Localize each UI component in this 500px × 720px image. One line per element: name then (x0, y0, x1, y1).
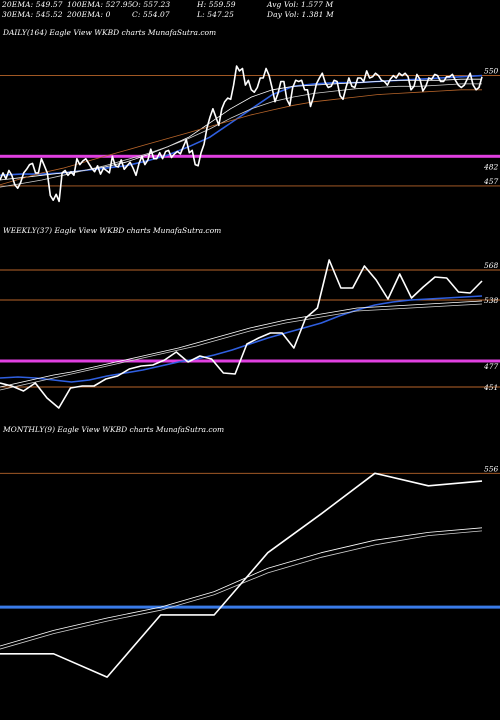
daily-level-label-1: 482 (483, 162, 499, 171)
monthly-price-line (0, 472, 483, 678)
weekly-ema-line (0, 295, 483, 383)
daily-ma-fast-line (0, 78, 482, 181)
daily-level-band-1 (0, 154, 500, 158)
weekly-level-band-2 (0, 359, 500, 363)
header-100ema: 100EMA: 527.95 (67, 0, 133, 9)
header-low: L: 547.25 (197, 10, 235, 19)
weekly-ma-fast-line (0, 300, 483, 388)
header-200ema: 200EMA: 0 (67, 10, 111, 19)
monthly-ma-slow-line (0, 530, 483, 650)
weekly-price-line (0, 259, 483, 409)
header-avg-vol: Avg Vol: 1.577 M (267, 0, 334, 9)
daily-ma-slow-line (0, 83, 482, 188)
daily-ma-200-line (0, 89, 482, 186)
monthly-ma-fast-line (0, 527, 483, 647)
daily-level-label-2: 457 (483, 177, 499, 186)
header-day-vol: Day Vol: 1.381 M (267, 10, 334, 19)
weekly-level-label-0: 568 (484, 261, 499, 270)
daily-ema-line (0, 74, 483, 177)
daily-chart: 550 482 457 (0, 65, 500, 203)
monthly-level-band-1 (0, 605, 500, 609)
header-open: O: 557.23 (132, 0, 171, 9)
header-high: H: 559.59 (197, 0, 236, 9)
weekly-chart: 568 538 477 451 (0, 259, 500, 409)
weekly-level-label-1: 538 (484, 296, 499, 305)
daily-level-label-0: 550 (484, 67, 499, 76)
weekly-level-label-2: 477 (483, 362, 499, 371)
daily-chart-title: DAILY(164) Eagle View WKBD charts Munafa… (3, 28, 217, 37)
weekly-ma-slow-line (0, 303, 483, 391)
weekly-level-label-3: 451 (483, 383, 498, 392)
weekly-chart-title: WEEKLY(37) Eagle View WKBD charts Munafa… (3, 226, 222, 235)
header-20ema: 20EMA: 549.57 (2, 0, 63, 9)
header-30ema: 30EMA: 545.52 (2, 10, 63, 19)
daily-price-line (0, 65, 483, 203)
monthly-level-label-0: 556 (484, 464, 499, 473)
header-close: C: 554.07 (132, 10, 170, 19)
monthly-chart-title: MONTHLY(9) Eagle View WKBD charts Munafa… (3, 425, 225, 434)
monthly-chart: 556 (0, 464, 500, 678)
